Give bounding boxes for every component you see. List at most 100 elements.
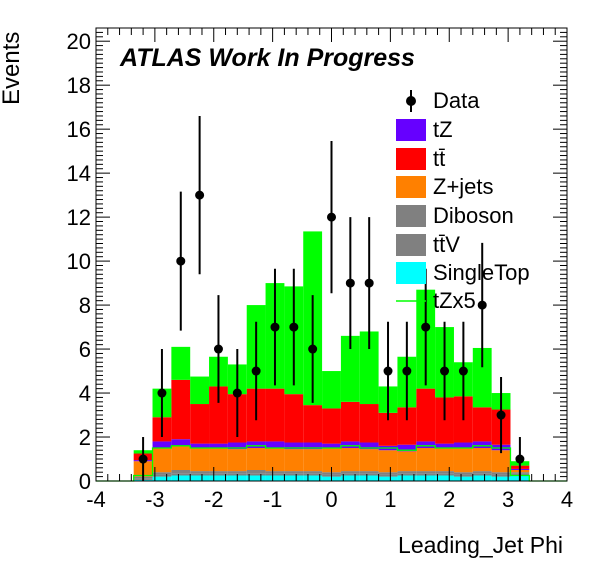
legend-entry-ttbar: tt̄ bbox=[396, 146, 586, 172]
x-tick-label-2: -2 bbox=[204, 487, 224, 512]
bar-segment-3-21 bbox=[491, 450, 511, 473]
bar-segment-1-11 bbox=[303, 473, 323, 476]
bar-segment-2-7 bbox=[227, 471, 247, 474]
bar-segment-1-14 bbox=[359, 473, 379, 476]
bar-segment-1-20 bbox=[472, 473, 492, 476]
bar-segment-3-15 bbox=[378, 450, 398, 473]
bar-segment-2-5 bbox=[190, 471, 210, 474]
x-tick-label-8: 4 bbox=[561, 487, 573, 512]
bar-segment-1-21 bbox=[491, 474, 511, 477]
bar-segment-3-18 bbox=[435, 448, 454, 472]
bar-segment-0-8 bbox=[246, 475, 266, 481]
bar-segment-2-19 bbox=[453, 472, 473, 475]
singletop-swatch-icon bbox=[396, 262, 426, 284]
tz-swatch-icon bbox=[396, 119, 426, 141]
bar-segment-2-10 bbox=[284, 471, 304, 474]
data-point-7 bbox=[270, 322, 280, 332]
bar-segment-3-3 bbox=[152, 448, 172, 473]
bar-segment-2-9 bbox=[265, 471, 285, 474]
tzx5-overlay-layer bbox=[96, 445, 567, 482]
x-tick-label-0: -4 bbox=[86, 487, 106, 512]
bar-segment-4-17 bbox=[416, 441, 436, 449]
bar-segment-5-17 bbox=[416, 388, 436, 442]
x-tick-label-5: 1 bbox=[384, 487, 396, 512]
bar-segment-6-14 bbox=[359, 331, 379, 405]
bar-segment-1-4 bbox=[171, 473, 191, 476]
bar-segment-6-4 bbox=[171, 346, 191, 380]
data-marker-icon bbox=[406, 90, 416, 112]
bar-segment-4-16 bbox=[397, 444, 417, 452]
legend-entry-zjets: Z+jets bbox=[396, 174, 586, 200]
y-tick-label-3: 6 bbox=[79, 337, 91, 362]
bar-segment-4-9 bbox=[265, 441, 285, 449]
bar-segment-3-8 bbox=[246, 448, 266, 470]
bar-segment-2-14 bbox=[359, 471, 379, 474]
y-tick-label-2: 4 bbox=[79, 381, 91, 406]
y-tick-label-7: 14 bbox=[67, 161, 91, 186]
x-tick-label-1: -3 bbox=[145, 487, 165, 512]
x-tick-label-3: -1 bbox=[263, 487, 283, 512]
bar-segment-0-3 bbox=[152, 476, 172, 481]
bar-segment-2-8 bbox=[246, 470, 266, 474]
legend-label-tz: tZ bbox=[433, 117, 453, 142]
bar-segment-0-21 bbox=[491, 476, 511, 481]
bar-segment-2-17 bbox=[416, 471, 436, 474]
bar-segment-3-20 bbox=[472, 448, 492, 472]
bar-segment-3-4 bbox=[171, 445, 191, 471]
legend-entry-tzx5: tZx5 bbox=[396, 288, 586, 314]
bar-segment-5-16 bbox=[397, 407, 417, 445]
bar-segment-2-13 bbox=[340, 471, 360, 474]
bar-segment-3-14 bbox=[359, 449, 379, 472]
bar-segment-2-18 bbox=[435, 471, 454, 474]
bar-segment-3-6 bbox=[209, 448, 228, 472]
data-point-13 bbox=[383, 366, 393, 376]
bar-segment-4-19 bbox=[453, 442, 473, 449]
bar-segment-0-13 bbox=[340, 475, 360, 481]
bar-segment-2-3 bbox=[152, 472, 172, 475]
bar-segment-2-15 bbox=[378, 472, 398, 475]
x-axis-label: Leading_Jet Phi bbox=[398, 532, 563, 558]
bar-segment-3-17 bbox=[416, 448, 436, 472]
bar-segment-0-20 bbox=[472, 475, 492, 481]
bar-segment-0-4 bbox=[171, 475, 191, 481]
data-point-2 bbox=[176, 256, 186, 266]
bar-segment-5-15 bbox=[378, 412, 398, 446]
diboson-swatch-icon bbox=[396, 205, 426, 227]
bar-segment-2-20 bbox=[472, 471, 492, 474]
y-tick-label-8: 16 bbox=[67, 117, 91, 142]
data-point-5 bbox=[232, 388, 242, 398]
bar-segment-4-14 bbox=[359, 442, 379, 450]
bar-segment-4-6 bbox=[209, 443, 228, 449]
bar-segment-1-5 bbox=[190, 473, 210, 476]
data-point-3 bbox=[195, 190, 205, 200]
data-point-10 bbox=[327, 212, 336, 222]
data-point-11 bbox=[345, 278, 355, 288]
bar-segment-4-12 bbox=[322, 443, 341, 449]
bar-segment-6-5 bbox=[190, 376, 210, 405]
bar-segment-2-21 bbox=[491, 472, 511, 475]
data-points-layer bbox=[138, 115, 525, 481]
bar-segment-6-13 bbox=[340, 335, 360, 402]
bar-segment-0-9 bbox=[265, 475, 285, 481]
bar-segment-0-16 bbox=[397, 475, 417, 481]
data-point-9 bbox=[308, 344, 318, 354]
bar-segment-4-4 bbox=[171, 439, 191, 446]
y-tick-label-9: 18 bbox=[67, 73, 91, 98]
bar-segment-5-9 bbox=[265, 388, 285, 442]
data-point-0 bbox=[138, 454, 148, 464]
data-point-15 bbox=[421, 322, 431, 332]
bar-segment-0-14 bbox=[359, 475, 379, 481]
bar-segment-3-19 bbox=[453, 448, 473, 473]
legend-label-singletop: SingleTop bbox=[433, 260, 530, 285]
bar-segment-1-13 bbox=[340, 473, 360, 476]
bar-segment-4-18 bbox=[435, 443, 454, 449]
bar-segment-5-10 bbox=[284, 394, 304, 443]
data-point-12 bbox=[364, 278, 374, 288]
x-tick-label-7: 3 bbox=[502, 487, 514, 512]
bar-segment-1-18 bbox=[435, 473, 454, 476]
legend-entry-singletop: SingleTop bbox=[396, 260, 586, 286]
y-axis-label: Events bbox=[0, 31, 25, 105]
bar-segment-2-16 bbox=[397, 471, 417, 474]
data-point-19 bbox=[496, 410, 506, 420]
